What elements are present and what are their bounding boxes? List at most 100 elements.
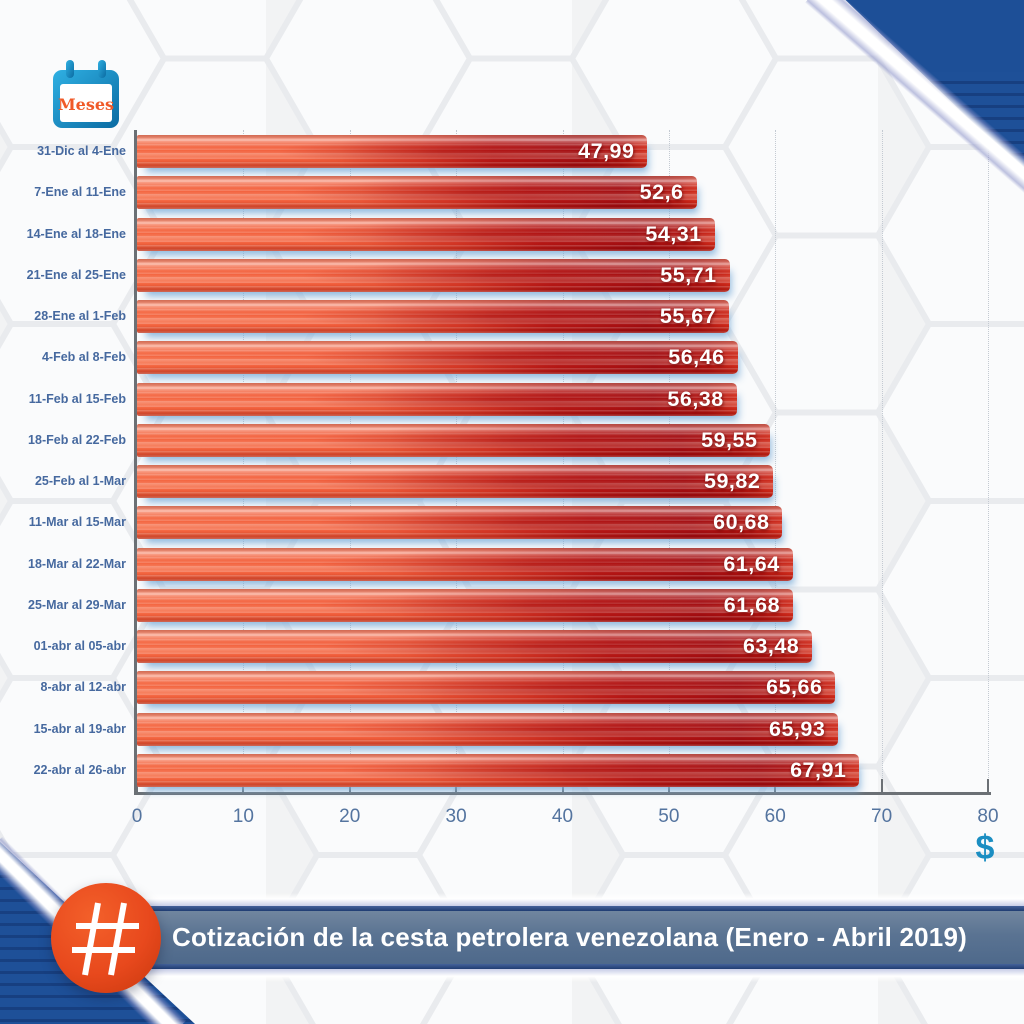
category-label: 7-Ene al 11-Ene (34, 185, 126, 200)
chart-row: 18-Mar al 22-Mar 61,64 (0, 547, 1024, 581)
category-label: 28-Ene al 1-Feb (34, 309, 126, 323)
y-axis-line (134, 130, 137, 795)
bar-value-label: 56,46 (668, 345, 725, 370)
bar-value-label: 59,55 (701, 427, 758, 452)
chart-row: 28-Ene al 1-Feb 55,67 (0, 300, 1024, 333)
category-label: 21-Ene al 25-Ene (26, 267, 126, 282)
calendar-badge-label: Meses (58, 95, 114, 114)
vertical-gridline (881, 130, 883, 794)
vertical-gridline (562, 130, 564, 794)
bar-value-label: 67,91 (790, 757, 847, 782)
footer-ribbon: Cotización de la cesta petrolera venezol… (0, 893, 1024, 982)
bar: 56,38 (137, 382, 737, 416)
bar-value-label: 61,64 (723, 551, 780, 576)
bar-value-label: 63,48 (742, 634, 800, 658)
hashtag-badge (51, 883, 161, 993)
x-axis-tick (987, 779, 989, 792)
category-label: 11-Feb al 15-Feb (28, 391, 126, 406)
bar-value-label: 61,68 (723, 592, 781, 617)
chart-row: 15-abr al 19-abr 65,93 (0, 712, 1024, 746)
bar-value-label: 56,38 (667, 386, 724, 411)
bar: 61,68 (137, 588, 794, 622)
bar-value-label: 60,68 (713, 510, 770, 535)
ribbon-top-edge (0, 893, 1024, 906)
x-axis-tick-label: 30 (445, 806, 467, 827)
bar-value-label: 65,66 (766, 675, 823, 700)
bar-value-label: 55,67 (659, 304, 717, 328)
bar: 56,46 (137, 341, 738, 375)
category-label: 11-Mar al 15-Mar (28, 515, 126, 530)
vertical-gridline (456, 130, 458, 794)
ribbon-bottom-border (0, 964, 1024, 969)
chart-row: 31-Dic al 4-Ene 47,99 (0, 135, 1024, 168)
x-axis-tick-label: 70 (871, 806, 893, 827)
bar-value-label: 55,71 (660, 262, 717, 287)
ribbon-band: Cotización de la cesta petrolera venezol… (0, 911, 1024, 964)
chart-row: 4-Feb al 8-Feb 56,46 (0, 341, 1024, 375)
bar-value-label: 65,93 (769, 716, 826, 741)
chart-title: Cotización de la cesta petrolera venezol… (172, 922, 967, 952)
bar: 67,91 (137, 753, 860, 787)
vertical-gridline (243, 130, 245, 794)
category-label: 18-Feb al 22-Feb (28, 432, 126, 447)
ribbon-bottom-edge (0, 969, 1024, 982)
chart-row: 11-Feb al 15-Feb 56,38 (0, 382, 1024, 416)
chart-row: 25-Feb al 1-Mar 59,82 (0, 465, 1024, 498)
chart-row: 11-Mar al 15-Mar 60,68 (0, 506, 1024, 540)
category-label: 15-abr al 19-abr (33, 721, 126, 736)
category-label: 18-Mar al 22-Mar (28, 556, 126, 571)
chart-row: 22-abr al 26-abr 67,91 (0, 753, 1024, 787)
chart-row: 7-Ene al 11-Ene 52,6 (0, 176, 1024, 210)
bar: 65,66 (137, 671, 836, 705)
bar: 61,64 (137, 547, 793, 581)
x-axis-tick-label: 80 (977, 806, 999, 827)
bar: 63,48 (137, 630, 813, 663)
bar: 60,68 (137, 506, 783, 540)
bar: 59,55 (137, 423, 771, 457)
bar: 65,93 (137, 712, 839, 746)
hashtag-icon (72, 902, 139, 976)
bar-value-label: 59,82 (704, 469, 761, 493)
chart-row: 25-Mar al 29-Mar 61,68 (0, 588, 1024, 622)
chart-row: 8-abr al 12-abr 65,66 (0, 671, 1024, 705)
bar: 54,31 (137, 217, 715, 251)
calendar-icon: Meses (53, 60, 119, 128)
bar: 47,99 (137, 135, 648, 168)
bar: 52,6 (137, 176, 697, 210)
chart-row: 01-abr al 05-abr 63,48 (0, 630, 1024, 663)
category-label: 8-abr al 12-abr (40, 680, 126, 695)
chart-row: 21-Ene al 25-Ene 55,71 (0, 258, 1024, 292)
x-axis-line (134, 792, 991, 795)
x-axis-tick-label: 50 (658, 806, 680, 827)
chart-row: 14-Ene al 18-Ene 54,31 (0, 217, 1024, 251)
bar: 59,82 (137, 465, 774, 498)
category-label: 4-Feb al 8-Feb (41, 350, 126, 365)
category-label: 25-Feb al 1-Mar (34, 474, 126, 488)
category-label: 25-Mar al 29-Mar (28, 597, 126, 612)
category-label: 14-Ene al 18-Ene (26, 226, 126, 241)
bar-value-label: 47,99 (578, 139, 635, 163)
bar: 55,71 (137, 258, 730, 292)
bar-value-label: 52,6 (639, 180, 684, 205)
x-axis-tick-label: 0 (131, 806, 143, 827)
category-label: 22-abr al 26-abr (33, 762, 126, 777)
x-axis-tick-label: 40 (551, 806, 574, 827)
category-label: 31-Dic al 4-Ene (37, 144, 126, 158)
bar: 55,67 (137, 300, 730, 333)
bar-rows: 31-Dic al 4-Ene 47,99 7-Ene al 11-Ene 52,6 1… (0, 135, 1024, 800)
vertical-gridline (668, 130, 670, 794)
chart-row: 18-Feb al 22-Feb 59,55 (0, 423, 1024, 457)
ribbon-top-border (0, 906, 1024, 911)
x-axis-tick (880, 779, 883, 792)
x-axis-tick-label: 20 (339, 806, 361, 827)
vertical-gridline (349, 130, 351, 794)
currency-symbol-label: $ (975, 829, 995, 867)
category-label: 01-abr al 05-abr (33, 639, 126, 653)
vertical-gridline (988, 130, 989, 794)
x-axis-tick-label: 60 (764, 806, 786, 827)
vertical-gridline (775, 130, 777, 794)
x-axis-tick-label: 10 (232, 806, 254, 827)
bar-value-label: 54,31 (645, 221, 702, 246)
